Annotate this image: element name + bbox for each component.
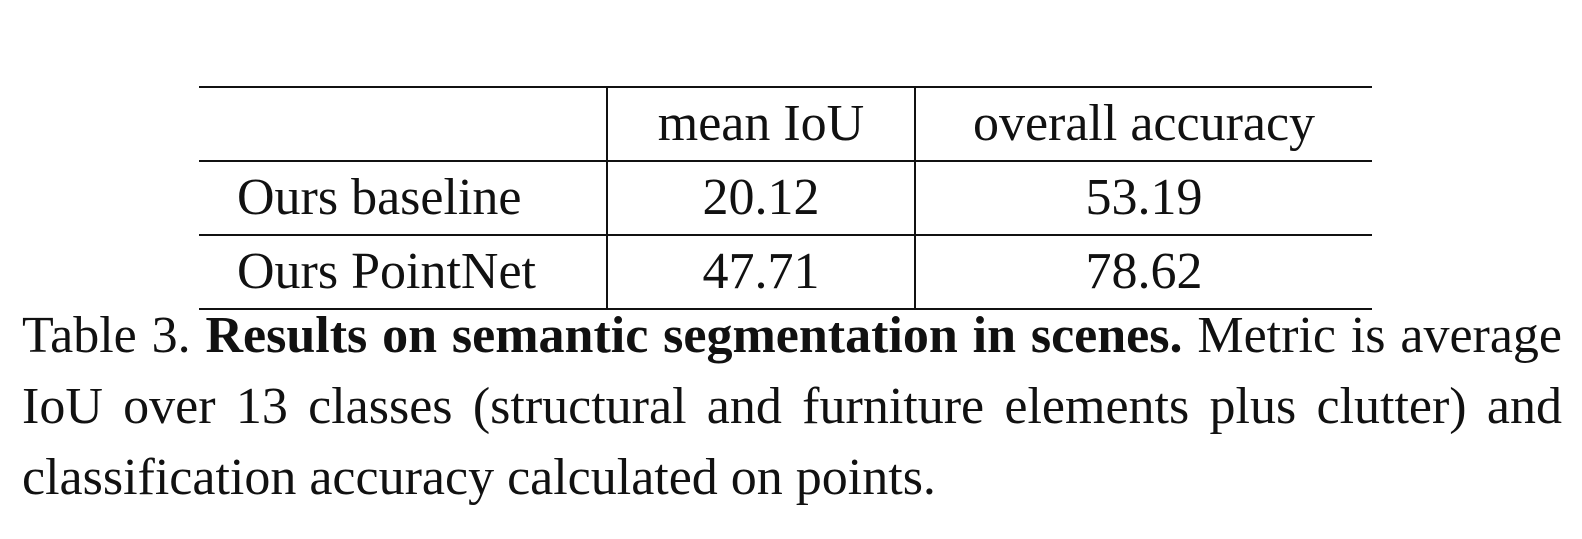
caption-title: Results on semantic segmentation in scen… — [205, 307, 1183, 364]
method-cell: Ours baseline — [199, 161, 608, 236]
results-table: mean IoU overall accuracy Ours baseline … — [199, 86, 1372, 310]
caption-label: Table 3. — [22, 307, 191, 364]
mean-iou-cell-best: 47.71 — [607, 235, 916, 310]
overall-accuracy-cell: 53.19 — [915, 161, 1372, 236]
table-row: Ours baseline 20.12 53.19 — [199, 161, 1372, 236]
header-cell-overall-accuracy: overall accuracy — [915, 86, 1372, 162]
caption-body: Metric is average IoU over 13 classes (s… — [22, 307, 1562, 506]
method-cell: Ours PointNet — [199, 235, 608, 310]
table-header-row: mean IoU overall accuracy — [199, 86, 1372, 162]
overall-accuracy-cell-best: 78.62 — [915, 235, 1372, 310]
table-row: Ours PointNet 47.71 78.62 — [199, 235, 1372, 310]
header-cell-method — [199, 86, 608, 162]
mean-iou-cell: 20.12 — [607, 161, 916, 236]
header-cell-mean-iou: mean IoU — [607, 86, 916, 162]
table-caption: Table 3. Results on semantic segmentatio… — [22, 300, 1562, 513]
